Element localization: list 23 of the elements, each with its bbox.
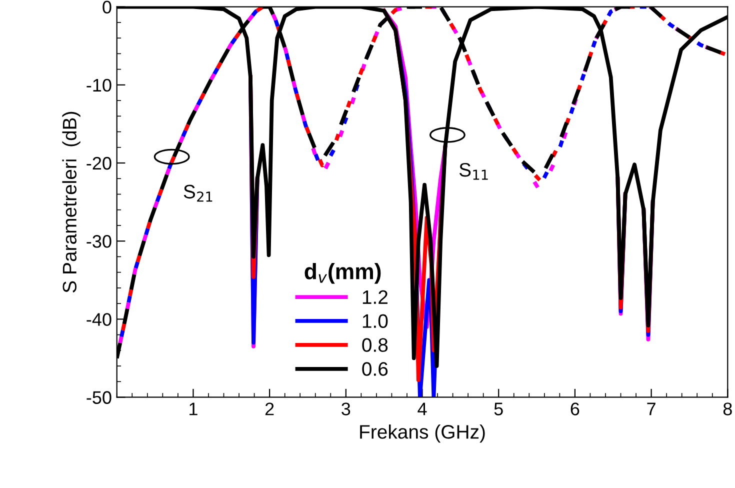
y-tick-label: -20 — [86, 156, 112, 170]
x-tick-label: 4 — [418, 402, 427, 416]
x-axis-title: Frekans (GHz) — [360, 424, 485, 443]
x-tick-label: 8 — [723, 402, 732, 416]
legend-label: 1.2 — [362, 290, 388, 304]
legend-label: 0.6 — [362, 362, 388, 376]
x-tick-label: 5 — [494, 402, 503, 416]
legend-title: d$_{v}$(mm) — [304, 263, 381, 284]
y-tick-label: -40 — [86, 313, 112, 326]
y-tick-label: 0 — [102, 0, 112, 14]
y-tick-label: -10 — [86, 78, 112, 92]
y-axis-title: S Parametreleri (dB) — [62, 112, 80, 292]
annotation: S$_{11}$ — [459, 162, 488, 180]
legend-label: 1.0 — [362, 314, 388, 328]
x-tick-label: 2 — [265, 402, 274, 416]
y-tick-label: -30 — [86, 235, 112, 248]
legend-label: 0.8 — [362, 338, 388, 352]
y-tick-label: -50 — [86, 391, 112, 404]
x-tick-label: 1 — [190, 402, 198, 416]
annotation: S$_{21}$ — [184, 184, 212, 202]
x-tick-label: 6 — [570, 402, 580, 416]
x-tick-label: 7 — [647, 402, 656, 416]
x-tick-label: 3 — [342, 402, 350, 416]
